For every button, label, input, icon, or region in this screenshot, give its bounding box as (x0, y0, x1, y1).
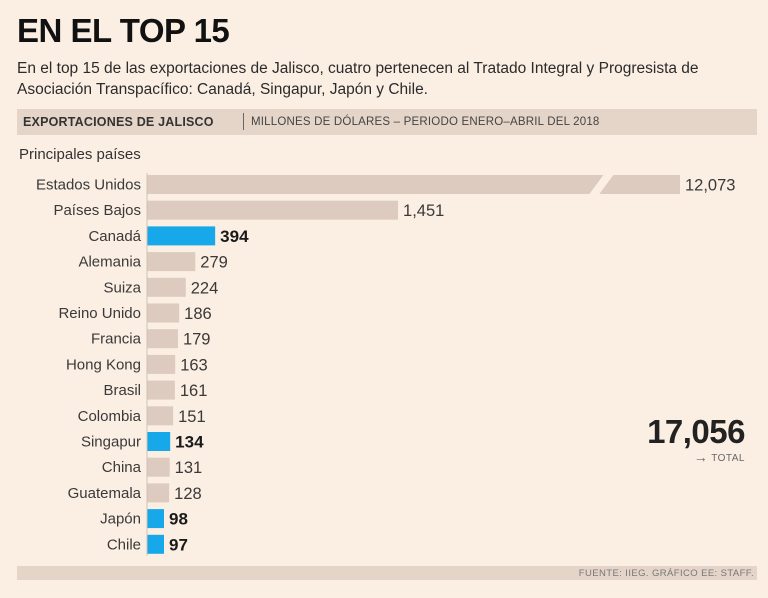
source-note: FUENTE: IIEG. GRÁFICO EE: STAFF. (578, 568, 754, 579)
page-subtitle: En el top 15 de las exportaciones de Jal… (17, 60, 699, 98)
bar (147, 354, 176, 374)
value-label: 12,073 (685, 177, 735, 195)
value-label: 179 (183, 331, 211, 349)
value-label: 151 (178, 408, 206, 426)
value-label: 97 (169, 535, 188, 554)
category-label: Colombia (78, 408, 142, 425)
bar (147, 200, 399, 220)
axis-break-mark (589, 175, 614, 194)
chart-title: EXPORTACIONES DE JALISCO (23, 115, 214, 129)
value-label: 128 (174, 485, 202, 503)
category-label: Canadá (88, 228, 141, 245)
category-label: Países Bajos (53, 202, 141, 219)
section-label: Principales países (19, 146, 141, 163)
bar (147, 380, 175, 400)
chart-units-label: MILLONES DE DÓLARES – PERIODO ENERO–ABRI… (251, 116, 600, 128)
bar (147, 457, 170, 477)
bar (147, 509, 164, 529)
bar (147, 483, 170, 503)
total-label-row: → TOTAL (620, 449, 745, 465)
value-label: 98 (169, 510, 188, 529)
arrow-right-icon: → (693, 449, 709, 465)
category-label: Guatemala (68, 485, 142, 502)
value-label: 1,451 (403, 202, 444, 220)
category-label: Alemania (78, 254, 141, 271)
bar (147, 432, 171, 451)
bar (147, 329, 178, 349)
category-label: Estados Unidos (36, 177, 141, 194)
value-label: 163 (180, 356, 208, 374)
footer-strip (17, 566, 757, 580)
bar (147, 252, 196, 272)
category-label: China (102, 459, 142, 476)
value-label: 134 (175, 433, 204, 452)
bar (147, 277, 186, 297)
total-label: TOTAL (711, 453, 745, 464)
bar (147, 175, 680, 194)
category-label: Singapur (81, 434, 141, 451)
category-label: Reino Unido (58, 305, 141, 322)
value-label: 131 (175, 459, 203, 477)
category-label: Hong Kong (66, 356, 141, 373)
category-label: Suiza (103, 279, 141, 296)
category-label: Japón (100, 511, 141, 528)
value-label: 224 (191, 279, 219, 297)
bar (147, 303, 180, 323)
category-label: Chile (107, 536, 141, 553)
category-label: Brasil (103, 382, 141, 399)
category-label: Francia (91, 331, 142, 348)
chart-header-strip: EXPORTACIONES DE JALISCO MILLONES DE DÓL… (17, 109, 757, 135)
value-label: 161 (180, 382, 208, 400)
total-value: 17,056 (647, 413, 745, 450)
bar (147, 534, 164, 554)
bar (147, 226, 216, 246)
value-label: 279 (200, 254, 228, 272)
value-label: 186 (184, 305, 212, 323)
page-title: EN EL TOP 15 (17, 12, 230, 49)
bar (147, 406, 174, 426)
value-label: 394 (220, 227, 249, 246)
header-divider (243, 113, 244, 130)
